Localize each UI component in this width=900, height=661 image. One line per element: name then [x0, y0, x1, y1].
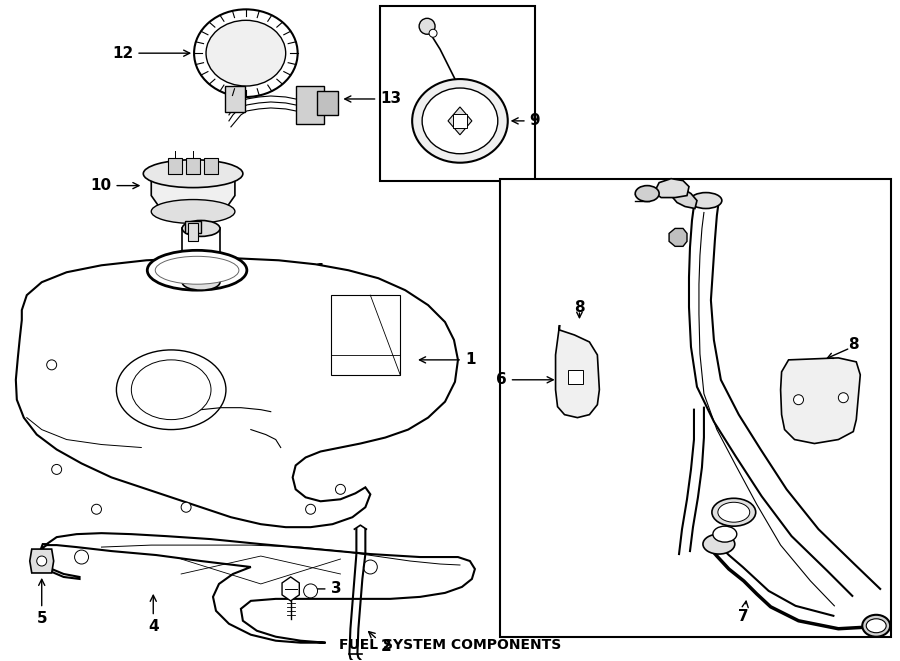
Ellipse shape	[718, 502, 750, 522]
Ellipse shape	[148, 251, 247, 290]
Text: 7: 7	[738, 601, 749, 624]
Ellipse shape	[713, 526, 737, 542]
Ellipse shape	[412, 79, 508, 163]
Circle shape	[429, 29, 437, 37]
Bar	[168, 158, 182, 174]
Circle shape	[75, 550, 88, 564]
Text: 5: 5	[36, 579, 47, 626]
Bar	[182, 229, 220, 283]
Text: 1: 1	[419, 352, 475, 368]
Text: 3: 3	[305, 582, 341, 596]
Ellipse shape	[182, 221, 220, 237]
Circle shape	[794, 395, 804, 405]
Ellipse shape	[131, 360, 211, 420]
Bar	[330, 295, 400, 375]
Polygon shape	[453, 114, 467, 128]
Bar	[225, 86, 245, 112]
Ellipse shape	[155, 256, 238, 284]
Ellipse shape	[143, 160, 243, 188]
Circle shape	[37, 556, 47, 566]
Circle shape	[181, 502, 191, 512]
Polygon shape	[669, 229, 687, 247]
Polygon shape	[448, 107, 472, 135]
Circle shape	[47, 360, 57, 370]
Ellipse shape	[151, 200, 235, 223]
Ellipse shape	[862, 615, 890, 637]
Bar	[296, 86, 323, 124]
Circle shape	[51, 465, 61, 475]
Circle shape	[303, 584, 318, 598]
Circle shape	[306, 504, 316, 514]
Text: 6: 6	[496, 372, 554, 387]
Ellipse shape	[866, 619, 886, 633]
Text: 9: 9	[512, 114, 540, 128]
Bar	[204, 158, 218, 174]
Text: 8: 8	[574, 299, 585, 315]
Bar	[185, 221, 201, 233]
Bar	[188, 223, 198, 241]
Circle shape	[92, 504, 102, 514]
Polygon shape	[555, 325, 599, 418]
Polygon shape	[151, 174, 235, 212]
Ellipse shape	[116, 350, 226, 430]
Text: 11: 11	[251, 263, 327, 278]
Text: FUEL SYSTEM COMPONENTS: FUEL SYSTEM COMPONENTS	[339, 638, 561, 652]
Ellipse shape	[635, 186, 659, 202]
Text: 10: 10	[90, 178, 139, 193]
Polygon shape	[282, 577, 300, 601]
Circle shape	[839, 393, 849, 403]
Ellipse shape	[422, 88, 498, 154]
Bar	[381, 7, 535, 180]
Polygon shape	[669, 188, 697, 208]
Ellipse shape	[703, 534, 734, 554]
Circle shape	[419, 19, 435, 34]
Polygon shape	[16, 258, 458, 527]
Text: 13: 13	[345, 91, 401, 106]
Circle shape	[364, 560, 377, 574]
Polygon shape	[780, 358, 860, 444]
Polygon shape	[654, 178, 689, 198]
Ellipse shape	[194, 9, 298, 97]
Bar	[317, 91, 338, 115]
Polygon shape	[30, 549, 54, 573]
Circle shape	[336, 485, 346, 494]
Ellipse shape	[690, 192, 722, 208]
Text: 8: 8	[848, 337, 859, 352]
Text: 12: 12	[112, 46, 190, 61]
Text: 4: 4	[148, 596, 158, 635]
Polygon shape	[40, 533, 475, 642]
Bar	[568, 370, 583, 384]
Ellipse shape	[182, 274, 220, 290]
Bar	[186, 158, 200, 174]
Ellipse shape	[206, 20, 285, 86]
Bar	[500, 178, 891, 637]
Text: 2: 2	[369, 632, 391, 654]
Ellipse shape	[712, 498, 756, 526]
